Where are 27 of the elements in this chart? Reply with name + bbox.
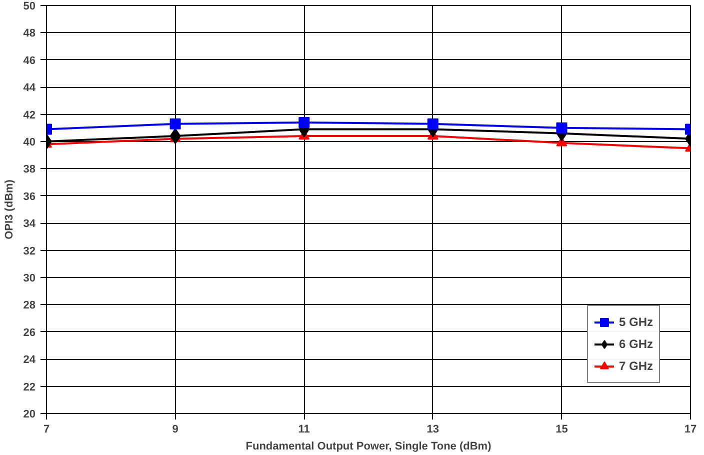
y-tick-label: 50 [23, 0, 36, 12]
x-tick-label: 15 [556, 424, 568, 436]
legend-label: 6 GHz [618, 337, 653, 351]
y-tick-label: 24 [23, 354, 36, 366]
y-tick-label: 20 [23, 408, 36, 420]
y-tick-label: 40 [23, 136, 36, 148]
y-tick-label: 34 [23, 218, 36, 230]
y-tick-label: 22 [23, 381, 36, 394]
y-tick-label: 28 [23, 300, 36, 312]
y-tick-label: 42 [23, 109, 36, 122]
y-tick-label: 38 [23, 164, 36, 176]
y-tick-label: 44 [23, 82, 36, 94]
y-tick-label: 36 [23, 190, 36, 203]
x-tick-label: 11 [298, 424, 310, 436]
y-axis-title: OPI3 (dBm) [3, 179, 16, 240]
x-tick-label: 17 [684, 424, 697, 436]
x-tick-label: 9 [172, 424, 178, 436]
y-tick-label: 26 [23, 326, 36, 339]
x-tick-label: 7 [43, 424, 50, 436]
legend-label: 5 GHz [618, 315, 653, 329]
y-tick-label: 30 [23, 272, 36, 284]
y-tick-label: 32 [23, 245, 36, 258]
y-tick-label: 46 [23, 54, 36, 67]
legend-label: 7 GHz [618, 359, 653, 373]
y-tick-label: 48 [23, 28, 36, 40]
x-axis-title: Fundamental Output Power, Single Tone (dBm) [246, 440, 492, 452]
x-tick-label: 13 [426, 424, 440, 436]
